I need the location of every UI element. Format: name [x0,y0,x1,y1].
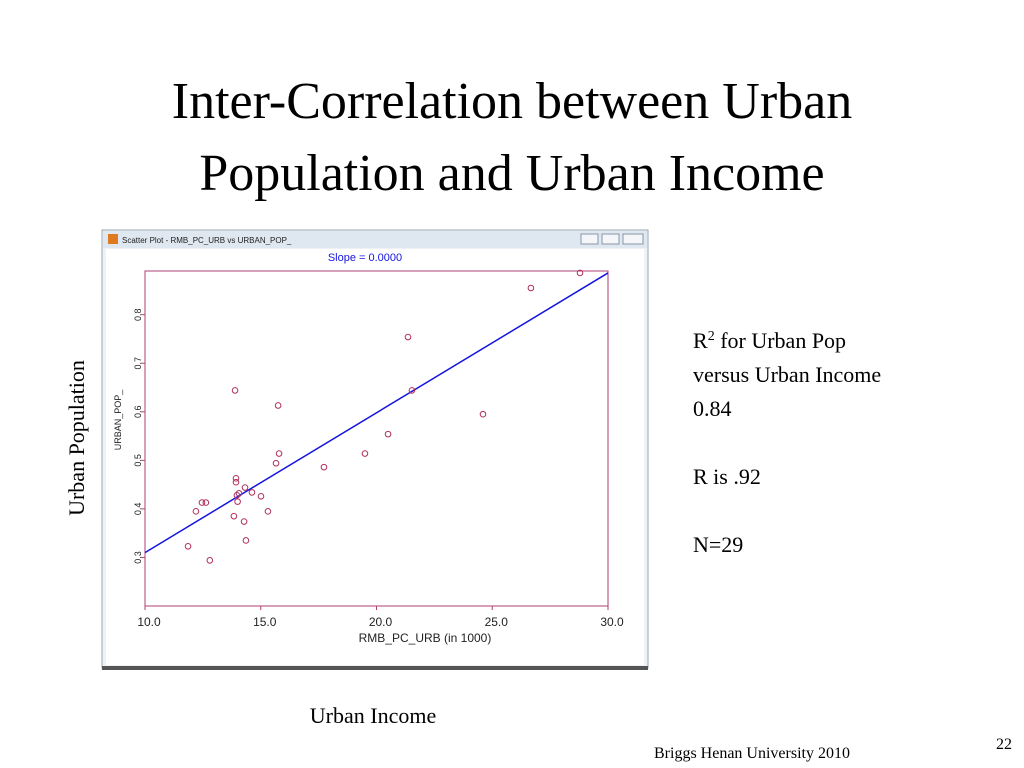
x-tick-label: 20.0 [369,615,393,629]
minimize-button[interactable] [580,233,599,245]
note: R2 for Urban Pop [693,328,846,353]
point [264,508,272,515]
y-axis-title: Urban Population [64,360,89,516]
y-tick-label: 0.4 [133,503,143,516]
note-text: R [693,328,708,353]
point [576,269,584,277]
point [479,410,487,418]
note: R is .92 [693,464,761,489]
point [231,387,239,394]
x-tick-label: 30.0 [600,615,624,629]
point [184,542,192,550]
window-title: Scatter Plot - RMB_PC_URB vs URBAN_POP_ [122,236,292,245]
point [404,333,412,341]
close-button[interactable] [622,233,644,245]
point [408,387,416,394]
note: versus Urban Income [693,362,881,387]
point [320,463,328,471]
point [206,557,214,564]
slide-title: Inter-Correlation between Urban [172,73,852,130]
point [230,512,238,520]
note: N=29 [693,532,743,557]
point [275,450,283,457]
x-axis-title: Urban Income [310,703,436,728]
point [240,518,248,525]
page-number: 22 [996,736,1012,753]
point [192,508,200,515]
point [361,450,369,457]
point [274,402,282,409]
y-tick-label: 0.7 [133,357,143,370]
x-axis-label: RMB_PC_URB (in 1000) [359,631,492,645]
slide-title: Population and Urban Income [199,145,824,202]
window-titlebar [103,231,647,248]
superscript: 2 [708,329,715,344]
note: 0.84 [693,396,732,421]
point [198,499,206,506]
point [202,499,210,506]
note-text: for Urban Pop [715,328,846,353]
y-tick-label: 0.6 [133,406,143,419]
point [235,490,243,497]
point [232,478,240,486]
point [527,284,535,292]
point [248,489,256,496]
y-tick-label: 0.8 [133,308,143,321]
y-tick-label: 0.5 [133,454,143,467]
point [384,430,392,438]
point [242,537,250,544]
footer: Briggs Henan University 2010 [654,745,850,762]
taskbar-strip [102,666,648,670]
chart-title: Slope = 0.0000 [328,252,402,264]
x-tick-label: 15.0 [253,615,277,629]
y-tick-label: 0.3 [133,551,143,564]
point [234,498,241,505]
maximize-button[interactable] [601,233,620,245]
point [232,475,240,482]
x-tick-label: 25.0 [485,615,509,629]
trendline [144,272,609,554]
x-tick-label: 10.0 [137,615,161,629]
point [272,459,280,467]
point [233,492,241,499]
plot-background [106,249,644,665]
y-axis-label: URBAN_POP_ [113,389,123,451]
point [257,492,265,500]
point [241,484,249,491]
window-icon [108,234,118,244]
